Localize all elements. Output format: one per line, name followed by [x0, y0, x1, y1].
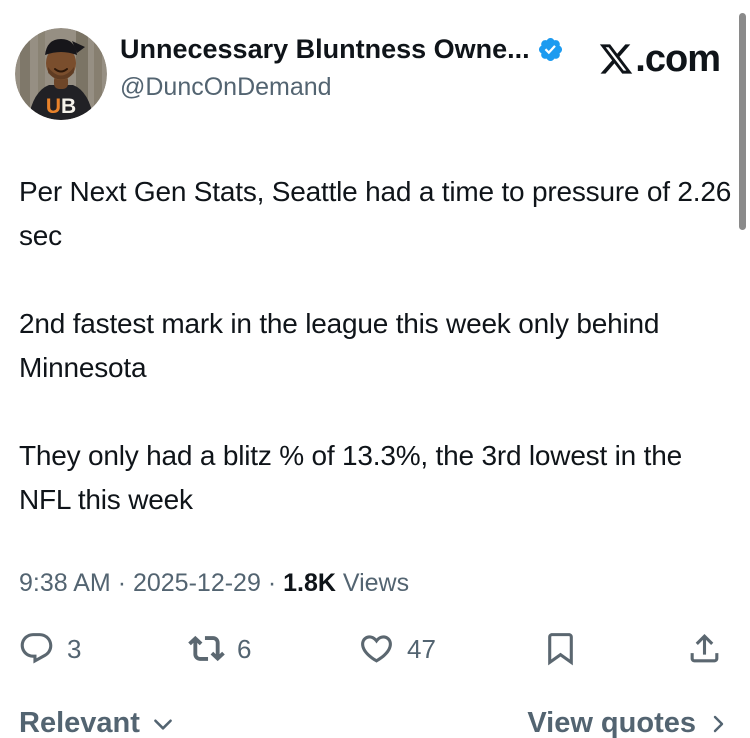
- repost-icon: [188, 635, 225, 662]
- x-logo-icon: [600, 44, 633, 74]
- like-count: 47: [407, 633, 436, 664]
- tweet-header: UB Unnecessary Bluntness Owne... @DuncOn…: [0, 0, 750, 120]
- like-button[interactable]: 47: [358, 630, 436, 667]
- avatar-logo-u: U: [46, 95, 61, 118]
- tweet-text-paragraph: Per Next Gen Stats, Seattle had a time t…: [19, 176, 732, 251]
- verified-badge-icon: [537, 36, 564, 63]
- meta-separator: ·: [117, 569, 127, 597]
- x-com-logo[interactable]: .com: [598, 28, 721, 80]
- tweet-date: 2025-12-29: [132, 569, 261, 597]
- scrollbar-thumb[interactable]: [739, 13, 746, 230]
- view-quotes-link[interactable]: View quotes: [527, 707, 730, 738]
- view-quotes-label: View quotes: [527, 707, 696, 738]
- relevant-dropdown[interactable]: Relevant: [19, 707, 176, 738]
- tweet-meta: 9:38 AM · 2025-12-29 · 1.8K Views: [0, 522, 750, 598]
- reply-count: 3: [67, 633, 82, 664]
- meta-separator: ·: [267, 569, 277, 597]
- tweet-text-paragraph: 2nd fastest mark in the league this week…: [19, 308, 660, 383]
- like-icon: [361, 635, 392, 663]
- footer-row: Relevant View quotes: [0, 667, 750, 738]
- author-block: Unnecessary Bluntness Owne... @DuncOnDem…: [120, 28, 598, 102]
- avatar-photo: UB: [15, 28, 107, 120]
- svg-text:UB: UB: [46, 95, 76, 118]
- share-button[interactable]: [686, 630, 723, 667]
- repost-count: 6: [237, 633, 252, 664]
- views-count: 1.8K: [283, 569, 336, 597]
- reply-icon: [20, 633, 53, 664]
- chevron-down-icon: [154, 718, 172, 730]
- bookmark-button[interactable]: [542, 630, 579, 667]
- author-display-name[interactable]: Unnecessary Bluntness Owne...: [120, 34, 530, 64]
- action-bar: 3 6 47: [0, 598, 750, 667]
- author-handle[interactable]: @DuncOnDemand: [120, 73, 332, 101]
- share-icon: [690, 633, 719, 663]
- repost-button[interactable]: 6: [188, 630, 251, 667]
- x-com-suffix-label: .com: [635, 38, 721, 80]
- avatar-logo-b: B: [61, 95, 76, 118]
- avatar[interactable]: UB: [15, 28, 107, 120]
- tweet-body: Per Next Gen Stats, Seattle had a time t…: [0, 120, 750, 522]
- chevron-right-icon: [713, 715, 724, 732]
- views-label: Views: [342, 569, 410, 597]
- relevant-label: Relevant: [19, 707, 140, 738]
- reply-button[interactable]: 3: [18, 630, 81, 667]
- bookmark-icon: [548, 633, 574, 666]
- tweet-text-paragraph: They only had a blitz % of 13.3%, the 3r…: [19, 440, 682, 515]
- tweet-time: 9:38 AM: [19, 569, 111, 597]
